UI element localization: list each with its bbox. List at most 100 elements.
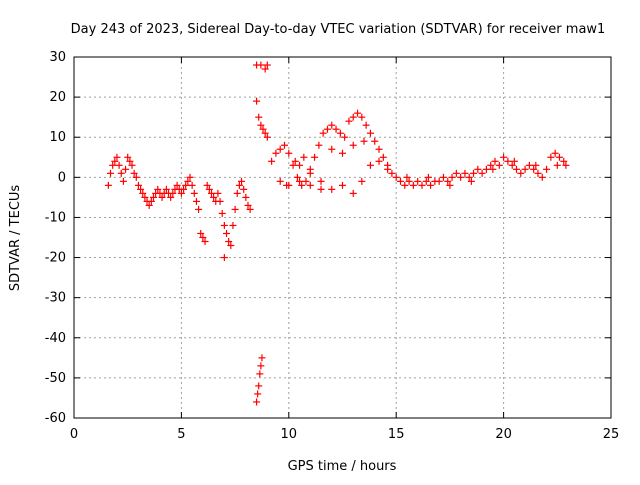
- data-point: [233, 189, 241, 197]
- data-point: [427, 181, 435, 189]
- y-axis-label: SDTVAR / TECUs: [8, 185, 23, 292]
- data-point: [560, 157, 568, 165]
- data-point: [246, 205, 254, 213]
- data-point: [195, 205, 203, 213]
- data-point: [349, 113, 357, 121]
- data-point: [371, 137, 379, 145]
- data-point: [396, 177, 404, 185]
- data-point: [328, 121, 336, 129]
- data-point: [354, 109, 362, 117]
- data-point: [149, 193, 157, 201]
- data-point: [169, 189, 177, 197]
- data-point: [323, 125, 331, 133]
- data-point: [225, 238, 233, 246]
- data-point: [132, 173, 140, 181]
- x-tick-label: 25: [603, 427, 620, 442]
- y-tick-label: 30: [49, 50, 66, 65]
- data-point: [257, 362, 265, 370]
- data-point: [379, 153, 387, 161]
- data-point: [285, 149, 293, 157]
- data-point: [255, 382, 263, 390]
- data-point: [551, 149, 559, 157]
- data-point: [124, 153, 132, 161]
- data-point: [562, 161, 570, 169]
- data-point: [336, 129, 344, 137]
- data-point: [201, 238, 209, 246]
- y-tick-label: -20: [45, 251, 66, 266]
- data-point: [119, 177, 127, 185]
- data-point: [439, 173, 447, 181]
- data-point: [139, 189, 147, 197]
- data-point: [349, 189, 357, 197]
- x-tick-label: 20: [495, 427, 512, 442]
- data-point: [207, 189, 215, 197]
- x-tick-label: 15: [388, 427, 405, 442]
- data-point: [470, 169, 478, 177]
- data-point: [495, 161, 503, 169]
- data-point: [147, 197, 155, 205]
- data-point: [256, 370, 264, 378]
- data-point: [339, 149, 346, 157]
- data-point: [229, 221, 237, 229]
- data-point: [341, 133, 349, 141]
- data-point: [349, 141, 357, 149]
- data-point: [276, 177, 284, 185]
- data-point: [134, 181, 142, 189]
- y-tick-label: -40: [45, 331, 66, 346]
- data-point: [392, 173, 400, 181]
- data-point: [375, 157, 383, 165]
- data-point: [259, 125, 267, 133]
- data-point: [319, 129, 327, 137]
- data-point: [242, 193, 250, 201]
- data-point: [281, 141, 289, 149]
- data-point: [328, 185, 336, 193]
- data-point: [296, 177, 304, 185]
- data-point: [254, 390, 262, 398]
- data-point: [461, 169, 469, 177]
- data-point: [203, 181, 211, 189]
- chart-title: Day 243 of 2023, Sidereal Day-to-day VTE…: [71, 22, 606, 37]
- data-point: [218, 209, 226, 217]
- data-point: [184, 177, 192, 185]
- data-point: [227, 242, 235, 250]
- data-point: [547, 153, 555, 161]
- data-point: [543, 165, 551, 173]
- data-point: [375, 145, 383, 153]
- data-point: [491, 157, 499, 165]
- y-tick-label: 20: [49, 90, 66, 105]
- data-point: [117, 169, 125, 177]
- data-point: [220, 221, 228, 229]
- y-tick-label: 0: [58, 170, 66, 185]
- data-point: [141, 193, 149, 201]
- data-point: [197, 229, 205, 237]
- data-point: [115, 161, 123, 169]
- data-point: [283, 181, 291, 189]
- data-point: [223, 229, 231, 237]
- data-point: [231, 205, 239, 213]
- data-point: [500, 153, 508, 161]
- data-point: [190, 189, 198, 197]
- data-point: [258, 354, 266, 362]
- data-point: [302, 177, 310, 185]
- data-point: [240, 185, 248, 193]
- data-point: [384, 165, 392, 173]
- data-point: [113, 153, 121, 161]
- data-point: [300, 153, 308, 161]
- data-point: [158, 193, 166, 201]
- data-point: [272, 149, 280, 157]
- data-point: [173, 181, 181, 189]
- data-point: [306, 181, 314, 189]
- data-point: [409, 181, 417, 189]
- data-point: [216, 197, 224, 205]
- data-point: [362, 121, 370, 129]
- data-point: [444, 177, 452, 185]
- data-point: [508, 161, 516, 169]
- x-tick-label: 5: [177, 427, 185, 442]
- data-point: [487, 161, 495, 169]
- data-point: [424, 173, 432, 181]
- data-point: [534, 169, 542, 177]
- data-point: [263, 61, 271, 69]
- data-point: [510, 157, 518, 165]
- data-point: [238, 177, 246, 185]
- x-axis-label: GPS time / hours: [288, 459, 397, 474]
